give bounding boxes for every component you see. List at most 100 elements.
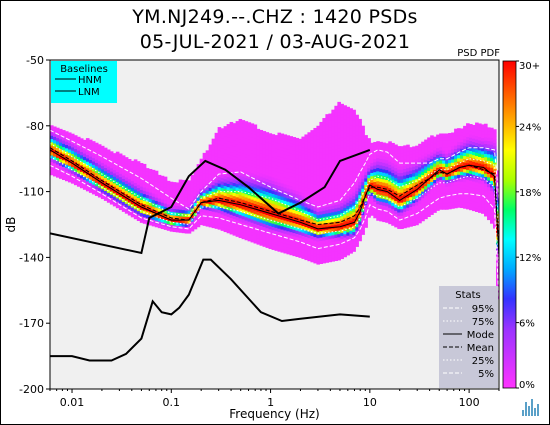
pdf-cell xyxy=(340,232,344,237)
pdf-cell xyxy=(421,171,425,176)
pdf-cell xyxy=(343,115,347,120)
pdf-cell xyxy=(418,179,422,184)
pdf-cell xyxy=(271,170,276,175)
pdf-cell xyxy=(250,218,255,223)
pdf-cell xyxy=(328,116,332,121)
pdf-cell xyxy=(346,172,350,177)
pdf-cell xyxy=(337,151,341,156)
pdf-cell xyxy=(409,216,413,221)
pdf-cell xyxy=(442,172,446,177)
pdf-cell xyxy=(457,128,461,133)
pdf-cell xyxy=(385,205,389,210)
pdf-cell xyxy=(295,180,300,185)
pdf-cell xyxy=(265,145,270,150)
pdf-cell xyxy=(139,199,144,204)
pdf-cell xyxy=(385,166,389,171)
pdf-cell xyxy=(190,174,195,179)
pdf-cell xyxy=(50,145,54,149)
pdf-cell xyxy=(454,158,458,163)
pdf-cell xyxy=(82,139,87,144)
pdf-cell xyxy=(433,139,437,144)
pdf-cell xyxy=(352,175,356,180)
pdf-cell xyxy=(370,178,374,183)
pdf-cell xyxy=(343,111,347,116)
pdf-cell xyxy=(256,197,261,202)
pdf-cell xyxy=(397,188,401,193)
pdf-cell xyxy=(352,182,356,187)
pdf-cell xyxy=(331,244,335,249)
pdf-cell xyxy=(403,158,407,163)
pdf-cell xyxy=(319,144,323,149)
pdf-cell xyxy=(319,240,323,245)
pdf-cell xyxy=(220,171,225,175)
pdf-cell xyxy=(82,149,87,154)
pdf-cell xyxy=(433,153,437,157)
pdf-cell xyxy=(262,167,267,172)
pdf-cell xyxy=(274,148,279,153)
pdf-cell xyxy=(478,130,482,134)
pdf-cell xyxy=(250,205,255,210)
pdf-cell xyxy=(301,255,306,259)
pdf-cell xyxy=(241,153,246,157)
pdf-cell xyxy=(424,165,428,170)
pdf-cell xyxy=(391,198,395,203)
pdf-cell xyxy=(205,170,210,174)
pdf-cell xyxy=(328,182,332,187)
pdf-cell xyxy=(244,160,249,165)
pdf-cell xyxy=(292,225,297,230)
pdf-cell xyxy=(346,159,350,164)
pdf-cell xyxy=(361,161,365,166)
pdf-cell xyxy=(304,144,309,149)
pdf-cell xyxy=(316,227,320,232)
pdf-cell xyxy=(307,191,312,196)
pdf-cell xyxy=(235,223,240,227)
pdf-cell xyxy=(166,213,171,218)
pdf-cell xyxy=(292,186,297,191)
pdf-cell xyxy=(211,201,216,206)
pdf-cell xyxy=(367,157,371,162)
pdf-cell xyxy=(334,247,338,252)
pdf-cell xyxy=(430,145,434,150)
pdf-cell xyxy=(472,147,476,152)
pdf-cell xyxy=(187,206,192,211)
pdf-cell xyxy=(211,188,216,192)
pdf-cell xyxy=(337,240,341,244)
pdf-cell xyxy=(244,137,249,142)
pdf-cell xyxy=(292,245,297,250)
pdf-cell xyxy=(112,163,117,167)
pdf-cell xyxy=(70,143,75,148)
pdf-cell xyxy=(331,251,335,256)
pdf-cell xyxy=(112,189,117,194)
pdf-cell xyxy=(307,227,312,232)
pdf-cell xyxy=(451,158,455,163)
pdf-cell xyxy=(424,169,428,174)
pdf-cell xyxy=(124,160,129,165)
pdf-cell xyxy=(67,135,72,140)
pdf-cell xyxy=(79,158,84,162)
logo-icon xyxy=(520,397,542,419)
pdf-cell xyxy=(316,161,320,166)
pdf-cell xyxy=(151,212,156,217)
pdf-cell xyxy=(424,172,428,177)
pdf-cell xyxy=(346,113,350,118)
pdf-cell xyxy=(316,234,320,239)
pdf-cell xyxy=(259,238,264,243)
pdf-cell xyxy=(160,185,165,190)
pdf-cell xyxy=(388,164,392,169)
pdf-cell xyxy=(496,279,499,283)
pdf-cell xyxy=(475,135,479,140)
pdf-cell xyxy=(361,148,365,153)
pdf-cell xyxy=(322,256,326,261)
pdf-cell xyxy=(268,195,273,200)
pdf-cell xyxy=(64,147,69,152)
pdf-cell xyxy=(388,177,392,182)
pdf-cell xyxy=(253,160,258,165)
pdf-cell xyxy=(94,149,99,154)
pdf-cell xyxy=(352,172,356,177)
pdf-cell xyxy=(190,220,195,225)
pdf-cell xyxy=(154,190,159,195)
pdf-cell xyxy=(313,236,317,241)
pdf-cell xyxy=(355,144,359,149)
pdf-cell xyxy=(478,176,482,180)
pdf-cell xyxy=(271,219,276,224)
